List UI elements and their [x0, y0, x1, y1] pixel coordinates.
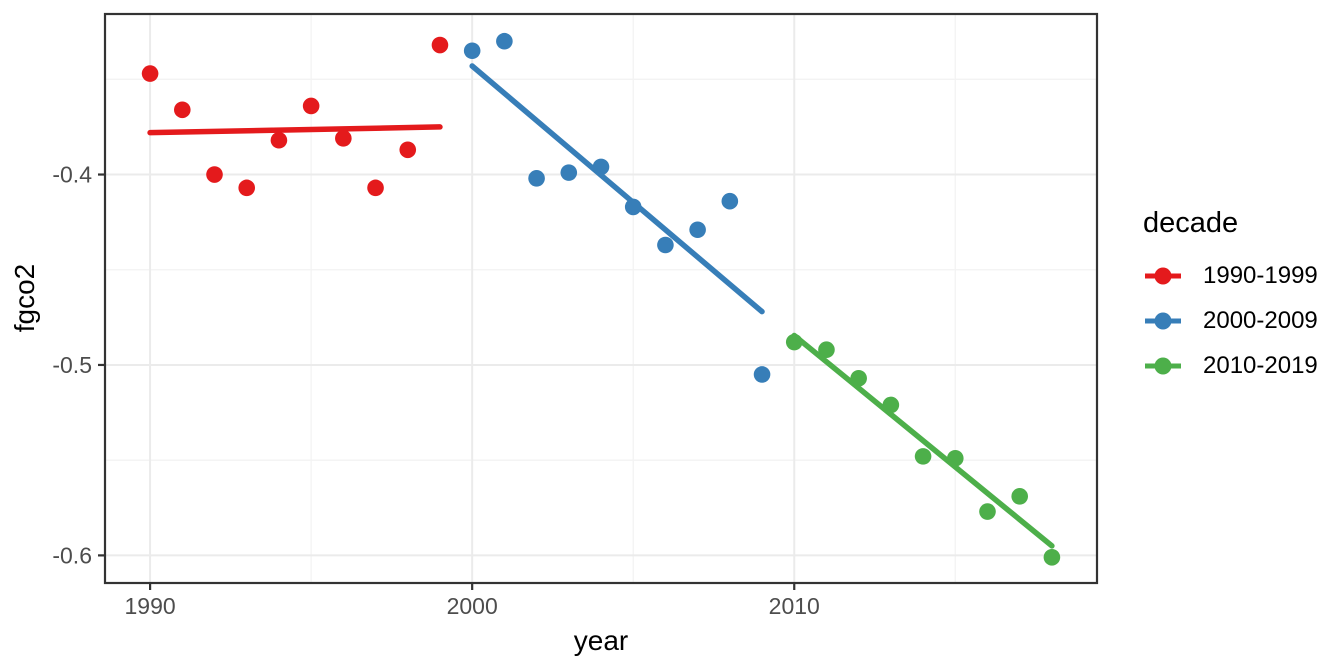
data-point-1990-1999 — [431, 36, 449, 54]
legend-key-icon — [1145, 312, 1181, 330]
data-point-2000-2009 — [528, 170, 545, 187]
y-axis-title: fgco2 — [9, 263, 40, 333]
legend-item-label: 1990-1999 — [1203, 262, 1318, 290]
legend-item-2010-2019: 2010-2019 — [1143, 344, 1318, 389]
panel-border — [103, 12, 1099, 585]
legend-item-label: 2010-2019 — [1203, 352, 1318, 380]
x-tick-label: 2010 — [769, 593, 820, 619]
x-tick-label: 1990 — [125, 593, 176, 619]
data-point-2000-2009 — [496, 32, 513, 50]
data-point-2010-2019 — [914, 448, 932, 465]
legend-item-2000-2009: 2000-2009 — [1143, 299, 1318, 344]
trend-line-2000-2009 — [469, 63, 765, 315]
data-point-1990-1999 — [173, 101, 191, 119]
legend-item-1990-1999: 1990-1999 — [1143, 254, 1318, 299]
legend-title: decade — [1143, 207, 1239, 239]
data-point-2000-2009 — [753, 366, 771, 383]
data-point-2010-2019 — [818, 341, 835, 359]
legend-key-dot — [1154, 312, 1172, 330]
data-point-1990-1999 — [302, 97, 320, 115]
data-point-2010-2019 — [1043, 548, 1061, 566]
y-tick-label: -0.6 — [52, 542, 92, 568]
legend-key-dot — [1154, 357, 1172, 375]
data-point-1990-1999 — [206, 166, 223, 183]
data-point-1990-1999 — [399, 141, 417, 159]
legend-key-dot — [1154, 267, 1172, 285]
data-point-1990-1999 — [141, 65, 159, 82]
data-point-1990-1999 — [238, 179, 256, 197]
data-point-2010-2019 — [979, 503, 996, 520]
data-point-2000-2009 — [689, 221, 706, 239]
legend: decade 1990-1999 2000-2009 2010-2019 — [1143, 206, 1318, 389]
data-point-2010-2019 — [1011, 488, 1029, 505]
data-point-1990-1999 — [270, 131, 288, 149]
data-point-2000-2009 — [721, 192, 739, 210]
y-tick-label: -0.5 — [52, 352, 92, 378]
data-point-2000-2009 — [560, 164, 578, 181]
data-point-1990-1999 — [335, 130, 352, 147]
data-point-2000-2009 — [463, 42, 481, 60]
data-point-2000-2009 — [657, 236, 674, 254]
legend-item-label: 2000-2009 — [1203, 307, 1318, 335]
x-axis-title: year — [573, 625, 629, 656]
legend-key-icon — [1145, 357, 1181, 375]
legend-items: 1990-1999 2000-2009 2010-2019 — [1143, 254, 1318, 389]
trend-line-1990-1999 — [147, 124, 443, 136]
x-tick-label: 2000 — [447, 593, 498, 619]
y-tick-label: -0.4 — [52, 162, 92, 188]
legend-key-icon — [1145, 267, 1181, 285]
data-point-1990-1999 — [367, 179, 384, 197]
trend-line-2010-2019 — [791, 332, 1055, 549]
